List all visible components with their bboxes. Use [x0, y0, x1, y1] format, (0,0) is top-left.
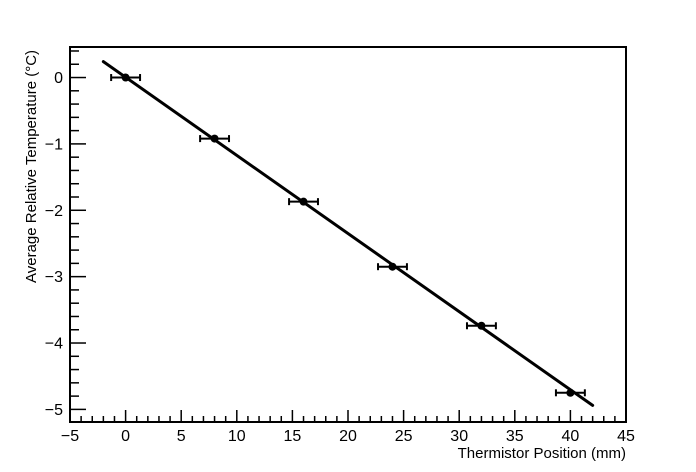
x-tick-label: 0	[121, 428, 130, 445]
x-tick-label: 25	[395, 428, 413, 445]
y-tick-label: −3	[45, 269, 63, 286]
x-tick-label: 40	[562, 428, 580, 445]
y-tick-label: −2	[45, 203, 63, 220]
x-tick-label: 10	[228, 428, 246, 445]
x-tick-label: 45	[617, 428, 635, 445]
data-point-marker	[121, 73, 130, 82]
y-tick-label: −5	[45, 402, 63, 419]
data-point-marker	[388, 262, 397, 271]
x-tick-label: 5	[177, 428, 186, 445]
y-tick-label: −1	[45, 136, 63, 153]
x-tick-label: 30	[450, 428, 468, 445]
x-axis-title: Thermistor Position (mm)	[458, 445, 626, 462]
x-tick-label: −5	[61, 428, 79, 445]
y-axis-title: Average Relative Temperature (°C)	[23, 50, 40, 283]
x-tick-label: 35	[506, 428, 524, 445]
data-point-marker	[477, 321, 486, 330]
y-tick-label: −4	[45, 336, 63, 353]
x-tick-label: 15	[284, 428, 302, 445]
data-point-marker	[210, 134, 219, 143]
fit-line	[101, 60, 595, 407]
x-tick-label: 20	[339, 428, 357, 445]
data-point-marker	[566, 388, 575, 397]
y-tick-label: 0	[54, 70, 63, 87]
data-point-marker	[299, 197, 308, 206]
